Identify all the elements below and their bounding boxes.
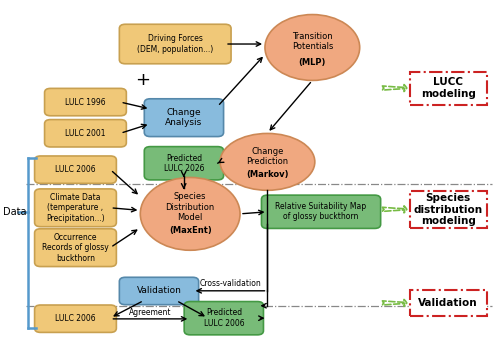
Text: Occurrence
Records of glossy
buckthorn: Occurrence Records of glossy buckthorn bbox=[42, 233, 109, 262]
Text: Species
distribution
modeling: Species distribution modeling bbox=[414, 193, 483, 226]
Text: Change
Prediction: Change Prediction bbox=[246, 147, 288, 166]
Text: Driving Forces
(DEM, population...): Driving Forces (DEM, population...) bbox=[137, 34, 214, 54]
Text: Cross-validation: Cross-validation bbox=[199, 279, 261, 288]
Text: Data: Data bbox=[3, 207, 26, 217]
Bar bbox=[410, 191, 487, 228]
FancyBboxPatch shape bbox=[34, 156, 116, 183]
Text: (Markov): (Markov) bbox=[246, 170, 288, 179]
Bar bbox=[410, 72, 487, 105]
Text: Transition
Potentials: Transition Potentials bbox=[292, 32, 333, 51]
FancyBboxPatch shape bbox=[44, 120, 126, 147]
Text: Change
Analysis: Change Analysis bbox=[166, 108, 202, 127]
FancyBboxPatch shape bbox=[34, 229, 116, 267]
FancyBboxPatch shape bbox=[184, 302, 264, 335]
Bar bbox=[410, 290, 487, 316]
Text: (MLP): (MLP) bbox=[298, 58, 326, 67]
FancyBboxPatch shape bbox=[34, 305, 116, 332]
FancyBboxPatch shape bbox=[120, 277, 198, 304]
Text: Validation: Validation bbox=[418, 298, 478, 308]
Text: LULC 2006: LULC 2006 bbox=[55, 314, 96, 323]
Text: Relative Suitability Map
of glossy buckthorn: Relative Suitability Map of glossy buckt… bbox=[276, 202, 366, 221]
FancyBboxPatch shape bbox=[44, 88, 126, 116]
Text: Species
Distribution
Model: Species Distribution Model bbox=[166, 192, 215, 222]
Text: Predicted
LULC 2026: Predicted LULC 2026 bbox=[164, 153, 204, 173]
FancyBboxPatch shape bbox=[144, 99, 224, 136]
FancyBboxPatch shape bbox=[34, 189, 116, 227]
Ellipse shape bbox=[265, 15, 360, 80]
Text: Climate Data
(temperature ,
Precipitation...): Climate Data (temperature , Precipitatio… bbox=[46, 193, 105, 223]
Text: Predicted
LULC 2006: Predicted LULC 2006 bbox=[204, 308, 244, 328]
FancyBboxPatch shape bbox=[144, 147, 224, 180]
Text: LULC 2001: LULC 2001 bbox=[65, 129, 106, 138]
Text: Validation: Validation bbox=[136, 286, 182, 295]
Ellipse shape bbox=[140, 177, 240, 250]
Text: Agreement: Agreement bbox=[129, 308, 172, 317]
Text: (MaxEnt): (MaxEnt) bbox=[169, 226, 212, 235]
FancyBboxPatch shape bbox=[262, 195, 380, 228]
Text: LULC 2006: LULC 2006 bbox=[55, 165, 96, 174]
Ellipse shape bbox=[220, 133, 315, 190]
Text: LULC 1996: LULC 1996 bbox=[65, 97, 106, 106]
FancyBboxPatch shape bbox=[120, 24, 231, 64]
Text: +: + bbox=[136, 71, 150, 89]
Text: LUCC
modeling: LUCC modeling bbox=[421, 77, 476, 99]
